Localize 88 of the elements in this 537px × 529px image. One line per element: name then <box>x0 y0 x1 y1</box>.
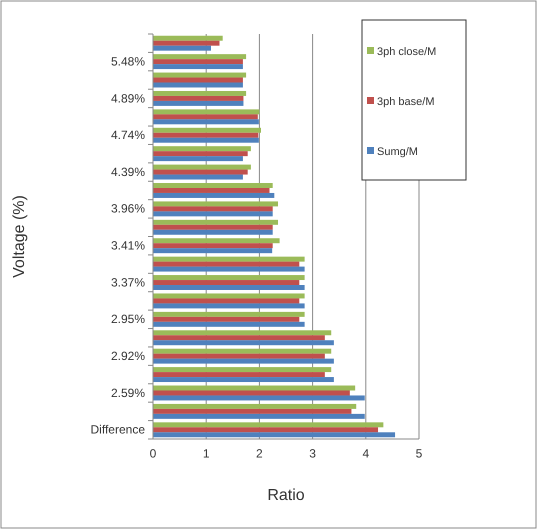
bar <box>153 90 246 96</box>
bar <box>153 114 258 120</box>
bar <box>153 275 305 280</box>
bar <box>153 298 300 304</box>
y-tick-label: Difference <box>90 422 146 437</box>
bar <box>153 151 248 156</box>
bar <box>153 183 273 188</box>
bar <box>153 36 223 41</box>
bar <box>153 206 273 212</box>
x-tick-label: 5 <box>416 446 423 461</box>
bar <box>153 256 305 262</box>
x-tick-label: 3 <box>309 446 316 461</box>
bar <box>153 138 259 143</box>
bar <box>153 312 305 317</box>
bar <box>153 340 334 346</box>
bar <box>153 40 220 46</box>
bar <box>153 224 273 230</box>
bar <box>153 285 305 290</box>
bar <box>153 238 280 244</box>
bar <box>153 432 396 438</box>
bar <box>153 322 305 327</box>
bar <box>153 188 270 193</box>
y-tick-label: 3.41% <box>110 238 146 253</box>
bar <box>153 211 273 216</box>
bar <box>153 280 300 286</box>
y-axis-title: Voltage (%) <box>11 195 28 278</box>
bar <box>153 230 273 235</box>
y-tick-label: 4.89% <box>110 91 146 106</box>
legend-label: 3ph close/M <box>377 46 436 58</box>
bar <box>153 422 384 428</box>
bar <box>153 395 365 400</box>
bar <box>153 335 325 340</box>
x-tick-label: 2 <box>256 446 264 461</box>
bar <box>153 243 273 248</box>
bar <box>153 372 325 378</box>
legend-label: 3ph base/M <box>377 96 434 108</box>
bar <box>153 262 300 267</box>
bar <box>153 78 243 83</box>
y-tick-label: 5.48% <box>110 54 146 68</box>
bar <box>153 59 243 64</box>
bar <box>153 156 243 162</box>
y-tick-label: 3.37% <box>110 275 146 290</box>
bar <box>153 316 300 322</box>
bar <box>153 119 259 124</box>
bar <box>153 174 243 180</box>
bar <box>153 348 332 354</box>
bar <box>153 82 243 88</box>
y-tick-label: 2.92% <box>110 349 146 363</box>
bar <box>153 266 305 272</box>
bar <box>153 220 278 225</box>
bar <box>153 293 305 298</box>
bar <box>153 377 334 382</box>
bar <box>153 109 260 114</box>
bar <box>153 354 325 359</box>
bar <box>153 367 332 372</box>
bar <box>153 146 251 152</box>
bar <box>153 358 334 364</box>
x-tick-label: 4 <box>362 446 370 461</box>
bar <box>153 414 365 419</box>
bar <box>153 54 246 60</box>
bar <box>153 192 274 198</box>
bar <box>153 386 356 390</box>
bar <box>153 132 258 138</box>
bar <box>153 96 244 101</box>
y-tick-label: 4.74% <box>110 128 146 142</box>
bar <box>153 303 305 308</box>
x-tick-label: 0 <box>150 446 157 461</box>
bar <box>153 46 211 51</box>
bar <box>153 330 332 336</box>
bar <box>153 64 243 70</box>
bar <box>153 128 261 133</box>
bar <box>153 427 378 432</box>
y-tick-label: 2.95% <box>110 312 146 326</box>
y-tick-label: 2.59% <box>110 386 146 400</box>
bar <box>153 201 278 206</box>
bar <box>153 100 244 106</box>
y-tick-label: 3.96% <box>110 202 146 216</box>
y-tick-label: 4.39% <box>110 164 146 179</box>
x-axis-title: Ratio <box>267 487 305 504</box>
bar <box>153 390 350 396</box>
legend-label: Sumg/M <box>377 146 418 158</box>
bar <box>153 404 356 409</box>
bar <box>153 72 246 78</box>
bar <box>153 248 272 254</box>
bar <box>153 170 248 175</box>
x-tick-label: 1 <box>202 446 210 461</box>
bar <box>153 164 251 170</box>
bar <box>153 408 352 414</box>
